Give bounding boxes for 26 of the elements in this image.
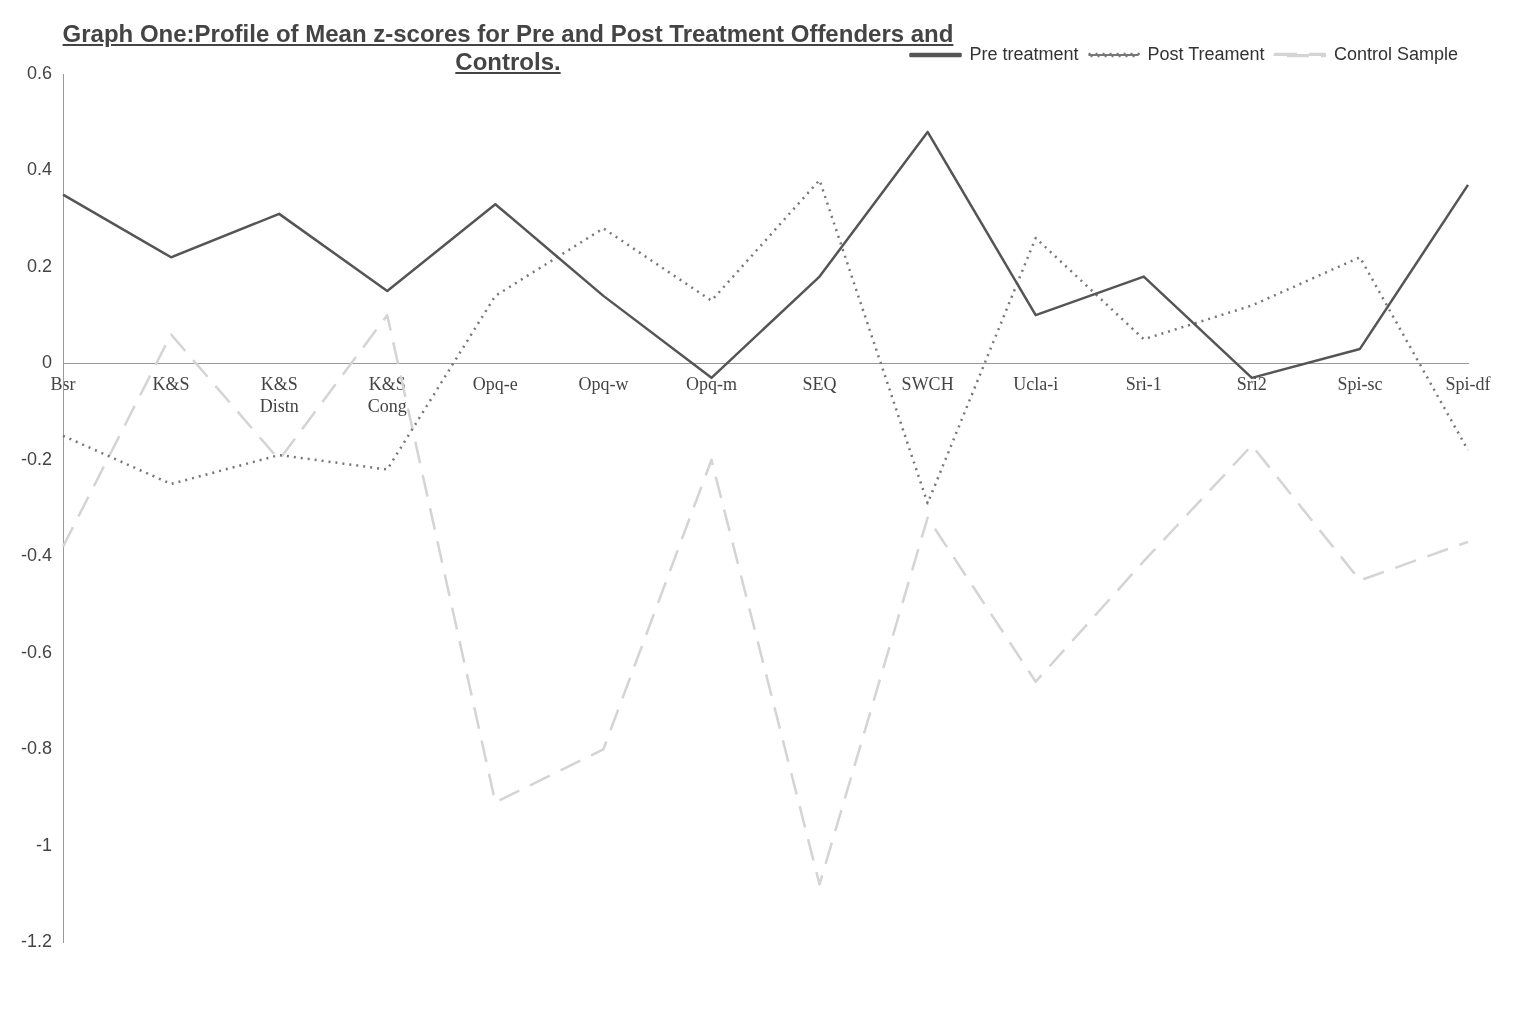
y-tick-label: 0	[42, 352, 53, 373]
x-tick-label: Spi-df	[1445, 373, 1491, 394]
chart-title: Graph One:Profile of Mean z-scores for Pre and Post Treatment Offenders and Controls.	[62, 20, 954, 75]
x-tick-label: Spi-sc	[1337, 373, 1383, 394]
x-tick-label: SWCH	[901, 373, 954, 394]
legend-label: Pre treatment	[969, 43, 1079, 64]
y-tick-label: 0.2	[26, 255, 53, 276]
x-tick-label: SEQ	[802, 373, 837, 394]
y-tick-label: -0.2	[20, 448, 53, 469]
x-tick-label: Sri2	[1236, 373, 1267, 394]
y-tick-label: -0.8	[20, 738, 53, 759]
y-tick-label: -1	[36, 834, 53, 855]
x-tick-label: Sri-1	[1125, 373, 1162, 394]
y-tick-label: -0.4	[20, 545, 53, 566]
x-tick-label: Opq-m	[685, 373, 737, 394]
x-tick-label: Opq-w	[578, 373, 629, 394]
legend-label: Post Treament	[1147, 43, 1265, 64]
x-tick-label: K&S	[152, 373, 190, 394]
x-tick-label: Opq-e	[472, 373, 518, 394]
y-tick-label: -1.2	[20, 931, 53, 952]
x-tick-label: Ucla-i	[1013, 373, 1059, 394]
x-tick-label: K&S Distn	[259, 373, 299, 416]
y-tick-label: 0.4	[26, 159, 53, 180]
legend-label: Control Sample	[1333, 43, 1458, 64]
y-tick-label: 0.6	[26, 62, 53, 83]
y-tick-label: -0.6	[20, 641, 53, 662]
